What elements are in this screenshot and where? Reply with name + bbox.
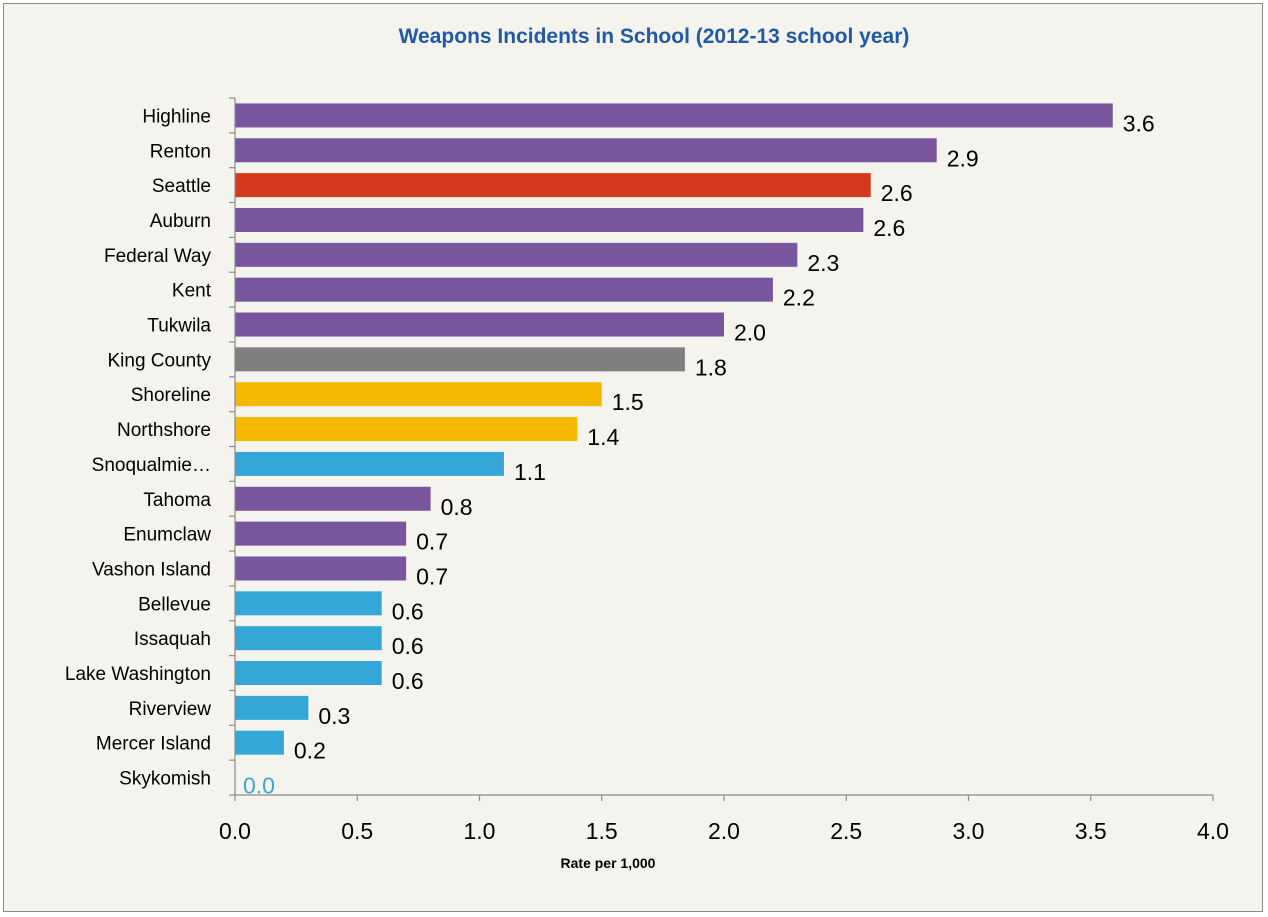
value-label-17: 0.3 — [318, 703, 350, 729]
x-tick-label-8: 4.0 — [1197, 818, 1229, 844]
value-label-15: 0.6 — [392, 633, 424, 659]
value-label-18: 0.2 — [294, 738, 326, 764]
value-label-11: 0.8 — [441, 494, 473, 520]
value-label-13: 0.7 — [416, 563, 448, 589]
value-label-14: 0.6 — [392, 598, 424, 624]
value-label-2: 2.6 — [881, 180, 913, 206]
bar-1 — [235, 138, 937, 163]
chart-title: Weapons Incidents in School (2012-13 sch… — [399, 25, 910, 48]
category-label-12: Enumclaw — [123, 525, 211, 546]
axes-layer: 0.0 0.5 1.0 1.5 2.0 2.5 3.0 3.5 4.0 — [219, 97, 1229, 844]
value-label-5: 2.2 — [783, 285, 815, 311]
bar-15 — [235, 626, 382, 651]
bar-11 — [235, 486, 431, 511]
category-label-16: Lake Washington — [65, 664, 211, 685]
bars-layer: Highline 3.6 Renton 2.9 Seattle 2.6 Auburn 2.6 F… — [65, 103, 1155, 799]
bar-17 — [235, 695, 309, 720]
category-label-3: Auburn — [150, 211, 211, 232]
category-label-1: Renton — [150, 141, 211, 162]
value-label-12: 0.7 — [416, 529, 448, 555]
category-label-15: Issaquah — [134, 629, 211, 650]
value-label-16: 0.6 — [392, 668, 424, 694]
bar-18 — [235, 730, 284, 755]
category-label-18: Mercer Island — [96, 734, 211, 755]
category-label-2: Seattle — [152, 176, 211, 197]
category-label-17: Riverview — [129, 699, 212, 720]
value-label-19: 0.0 — [243, 773, 275, 799]
bar-chart: Weapons Incidents in School (2012-13 sch… — [65, 25, 1229, 871]
value-label-3: 2.6 — [873, 215, 905, 241]
category-label-0: Highline — [142, 106, 211, 127]
bar-2 — [235, 173, 871, 198]
category-label-6: Tukwila — [147, 316, 211, 337]
x-tick-label-5: 2.5 — [830, 818, 862, 844]
value-label-4: 2.3 — [807, 250, 839, 276]
category-label-5: Kent — [172, 281, 212, 302]
category-label-10: Snoqualmie… — [92, 455, 211, 476]
value-label-6: 2.0 — [734, 320, 766, 346]
category-label-9: Northshore — [117, 420, 211, 441]
bar-4 — [235, 242, 798, 267]
bar-13 — [235, 556, 407, 581]
chart-frame: Weapons Incidents in School (2012-13 sch… — [3, 3, 1263, 912]
bar-10 — [235, 451, 504, 476]
x-tick-label-3: 1.5 — [586, 818, 618, 844]
value-label-1: 2.9 — [947, 145, 979, 171]
category-label-14: Bellevue — [138, 594, 211, 615]
bar-3 — [235, 207, 864, 232]
x-tick-label-4: 2.0 — [708, 818, 740, 844]
category-label-13: Vashon Island — [92, 559, 211, 580]
x-tick-label-1: 0.5 — [341, 818, 373, 844]
value-label-8: 1.5 — [612, 389, 644, 415]
value-label-0: 3.6 — [1123, 110, 1155, 136]
bar-8 — [235, 382, 602, 407]
x-tick-label-6: 3.0 — [953, 818, 985, 844]
bar-14 — [235, 591, 382, 616]
x-tick-label-2: 1.0 — [464, 818, 496, 844]
x-tick-label-7: 3.5 — [1075, 818, 1107, 844]
bar-7 — [235, 347, 685, 372]
category-label-8: Shoreline — [131, 385, 211, 406]
category-label-19: Skykomish — [119, 769, 211, 790]
bar-0 — [235, 103, 1113, 128]
category-label-7: King County — [107, 350, 211, 371]
bar-9 — [235, 417, 578, 442]
value-label-7: 1.8 — [695, 354, 727, 380]
bar-5 — [235, 277, 773, 302]
category-label-11: Tahoma — [143, 490, 211, 511]
bar-12 — [235, 521, 407, 546]
bar-6 — [235, 312, 724, 337]
value-label-10: 1.1 — [514, 459, 546, 485]
category-label-4: Federal Way — [104, 246, 211, 267]
bar-16 — [235, 661, 382, 686]
x-axis-title: Rate per 1,000 — [561, 855, 656, 871]
x-tick-label-0: 0.0 — [219, 818, 251, 844]
value-label-9: 1.4 — [587, 424, 619, 450]
